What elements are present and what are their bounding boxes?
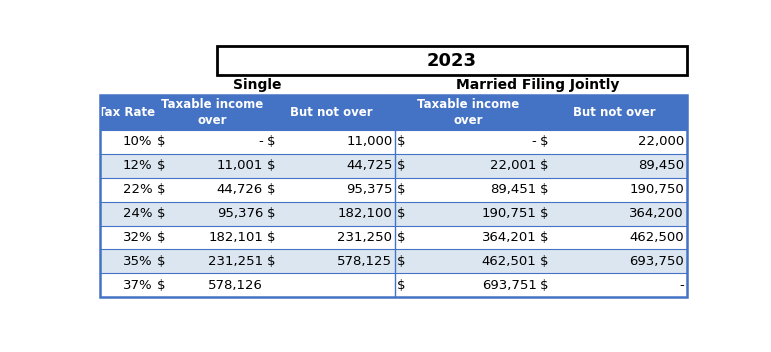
Text: $: $: [540, 207, 548, 220]
Bar: [100, 95, 687, 297]
Text: $: $: [540, 231, 548, 244]
Text: $: $: [397, 279, 406, 292]
Text: $: $: [267, 183, 275, 196]
Text: $: $: [540, 136, 548, 149]
Text: Tax Rate: Tax Rate: [98, 106, 155, 119]
Text: Taxable income
over: Taxable income over: [160, 98, 263, 127]
Text: $: $: [267, 136, 275, 149]
Text: 44,725: 44,725: [346, 159, 392, 172]
Text: 37%: 37%: [123, 279, 152, 292]
Text: 231,250: 231,250: [338, 231, 392, 244]
Text: 95,376: 95,376: [217, 207, 263, 220]
Text: 24%: 24%: [123, 207, 152, 220]
Text: $: $: [540, 255, 548, 268]
Text: But not over: But not over: [289, 106, 372, 119]
Text: But not over: But not over: [573, 106, 656, 119]
Bar: [100, 273, 687, 297]
Text: $: $: [540, 159, 548, 172]
Text: $: $: [267, 207, 275, 220]
Text: 32%: 32%: [123, 231, 152, 244]
Bar: [100, 226, 687, 249]
Text: $: $: [157, 207, 165, 220]
Text: $: $: [157, 136, 165, 149]
Bar: [100, 202, 687, 226]
Text: $: $: [157, 279, 165, 292]
Text: Married Filing Jointly: Married Filing Jointly: [456, 78, 620, 92]
Text: 364,200: 364,200: [629, 207, 684, 220]
Text: $: $: [267, 159, 275, 172]
Text: 22%: 22%: [123, 183, 152, 196]
Text: Taxable income
over: Taxable income over: [417, 98, 520, 127]
Text: $: $: [157, 231, 165, 244]
Text: 22,000: 22,000: [638, 136, 684, 149]
Text: $: $: [397, 159, 406, 172]
Text: $: $: [157, 255, 165, 268]
Text: $: $: [157, 159, 165, 172]
Text: $: $: [267, 255, 275, 268]
Text: $: $: [397, 231, 406, 244]
Text: $: $: [397, 136, 406, 149]
Text: -: -: [532, 136, 537, 149]
Text: $: $: [267, 231, 275, 244]
Bar: [100, 249, 687, 273]
Text: $: $: [397, 255, 406, 268]
Text: 2023: 2023: [426, 52, 476, 70]
Text: 231,251: 231,251: [208, 255, 263, 268]
Text: $: $: [540, 183, 548, 196]
Text: -: -: [258, 136, 263, 149]
Text: 462,500: 462,500: [629, 231, 684, 244]
Bar: [100, 178, 687, 202]
Text: 182,100: 182,100: [338, 207, 392, 220]
Text: 462,501: 462,501: [482, 255, 537, 268]
Text: 578,126: 578,126: [208, 279, 263, 292]
Text: 89,451: 89,451: [490, 183, 537, 196]
Text: 10%: 10%: [123, 136, 152, 149]
Text: 578,125: 578,125: [338, 255, 392, 268]
Text: $: $: [540, 279, 548, 292]
Text: 89,450: 89,450: [638, 159, 684, 172]
Text: 12%: 12%: [123, 159, 152, 172]
Text: 44,726: 44,726: [217, 183, 263, 196]
Bar: [100, 95, 687, 130]
Bar: [100, 130, 687, 154]
Text: 11,001: 11,001: [217, 159, 263, 172]
Text: 693,751: 693,751: [482, 279, 537, 292]
Text: 95,375: 95,375: [346, 183, 392, 196]
Text: 190,751: 190,751: [482, 207, 537, 220]
Bar: [217, 46, 687, 75]
Text: $: $: [397, 207, 406, 220]
Text: -: -: [679, 279, 684, 292]
Text: 182,101: 182,101: [208, 231, 263, 244]
Bar: [100, 154, 687, 178]
Text: 11,000: 11,000: [346, 136, 392, 149]
Text: 35%: 35%: [123, 255, 152, 268]
Text: $: $: [397, 183, 406, 196]
Text: Single: Single: [233, 78, 281, 92]
Text: 22,001: 22,001: [490, 159, 537, 172]
Text: $: $: [157, 183, 165, 196]
Text: 190,750: 190,750: [629, 183, 684, 196]
Text: 364,201: 364,201: [482, 231, 537, 244]
Text: 693,750: 693,750: [629, 255, 684, 268]
